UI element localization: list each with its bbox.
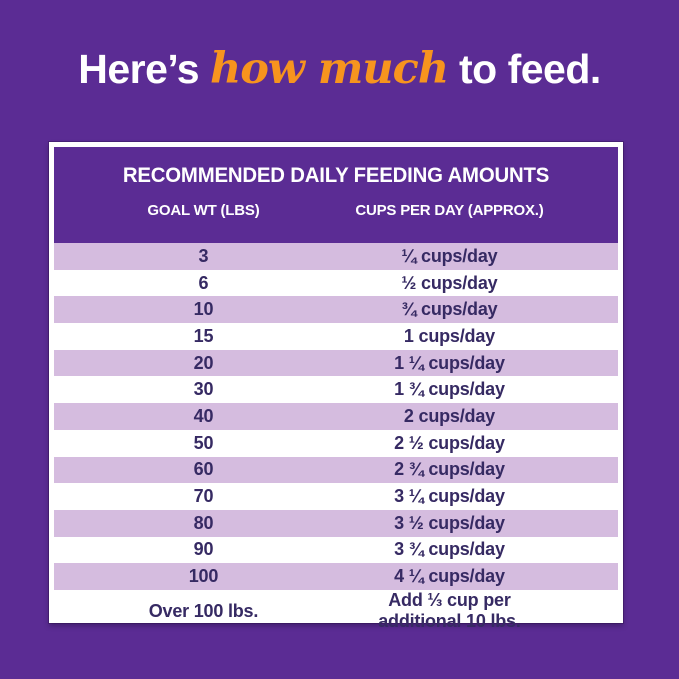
- row-cups: 2 ½ cups/day: [394, 432, 505, 453]
- table-row: 10 ¾ cups/day: [54, 296, 618, 324]
- feeding-table-panel: RECOMMENDED DAILY FEEDING AMOUNTS GOAL W…: [49, 142, 623, 631]
- table-row: 15 1 cups/day: [54, 323, 618, 350]
- table-row: 40 2 cups/day: [54, 403, 618, 430]
- column-header-cups-per-day: CUPS PER DAY (APPROX.): [355, 202, 544, 219]
- row-goal-wt: 20: [193, 352, 214, 373]
- table-row: 90 3 ¾ cups/day: [54, 536, 618, 564]
- table-row: 80 3 ½ cups/day: [54, 509, 618, 537]
- column-headers: GOAL WT (LBS) CUPS PER DAY (APPROX.): [54, 202, 618, 219]
- table-row: 3 ¼ cups/day: [54, 243, 618, 270]
- table-title: RECOMMENDED DAILY FEEDING AMOUNTS: [122, 164, 550, 187]
- row-goal-wt: 80: [193, 512, 214, 533]
- title-prefix: Here’s: [78, 46, 210, 92]
- column-header-goal-wt: GOAL WT (LBS): [147, 202, 260, 219]
- row-goal-wt: 30: [193, 379, 214, 400]
- row-cups: ¼ cups/day: [401, 245, 498, 266]
- row-cups: ½ cups/day: [401, 272, 498, 293]
- row-goal-wt: 90: [193, 539, 214, 560]
- row-goal-wt: 10: [193, 299, 214, 320]
- footer-cups: Add ⅓ cup per additional 10 lbs.: [378, 590, 521, 631]
- row-goal-wt: 70: [193, 486, 214, 507]
- table-row: 30 1 ¾ cups/day: [54, 376, 618, 404]
- table-row: 20 1 ¼ cups/day: [54, 349, 618, 377]
- page-title: Here’s how much to feed.: [0, 48, 679, 91]
- title-highlight: how much: [209, 44, 449, 94]
- row-goal-wt: 40: [193, 405, 214, 426]
- row-cups: 2 cups/day: [403, 405, 495, 426]
- row-goal-wt: 6: [198, 272, 209, 293]
- footer-goal-wt: Over 100 lbs.: [148, 600, 259, 621]
- title-suffix: to feed.: [448, 46, 601, 92]
- row-goal-wt: 50: [193, 432, 214, 453]
- row-cups: 3 ¼ cups/day: [394, 486, 505, 507]
- row-cups: 4 ¼ cups/day: [394, 566, 505, 587]
- row-goal-wt: 100: [188, 566, 219, 587]
- row-goal-wt: 3: [198, 245, 209, 266]
- table-rows: 3 ¼ cups/day 6 ½ cups/day 10 ¾ cups/day …: [54, 243, 618, 590]
- row-cups: 2 ¾ cups/day: [394, 459, 505, 480]
- table-row: 6 ½ cups/day: [54, 269, 618, 297]
- row-cups: 3 ½ cups/day: [394, 512, 505, 533]
- row-cups: 1 ¼ cups/day: [394, 352, 505, 373]
- table-row: 70 3 ¼ cups/day: [54, 483, 618, 510]
- row-cups: ¾ cups/day: [401, 299, 498, 320]
- row-goal-wt: 15: [193, 325, 214, 346]
- table-row: 60 2 ¾ cups/day: [54, 456, 618, 484]
- table-header-band: RECOMMENDED DAILY FEEDING AMOUNTS GOAL W…: [54, 147, 618, 243]
- row-cups: 1 ¾ cups/day: [394, 379, 505, 400]
- table-row: 50 2 ½ cups/day: [54, 429, 618, 457]
- table-footer-row: Over 100 lbs. Add ⅓ cup per additional 1…: [54, 590, 618, 631]
- row-goal-wt: 60: [193, 459, 214, 480]
- row-cups: 3 ¾ cups/day: [394, 539, 505, 560]
- table-row: 100 4 ¼ cups/day: [54, 563, 618, 590]
- row-cups: 1 cups/day: [403, 325, 495, 346]
